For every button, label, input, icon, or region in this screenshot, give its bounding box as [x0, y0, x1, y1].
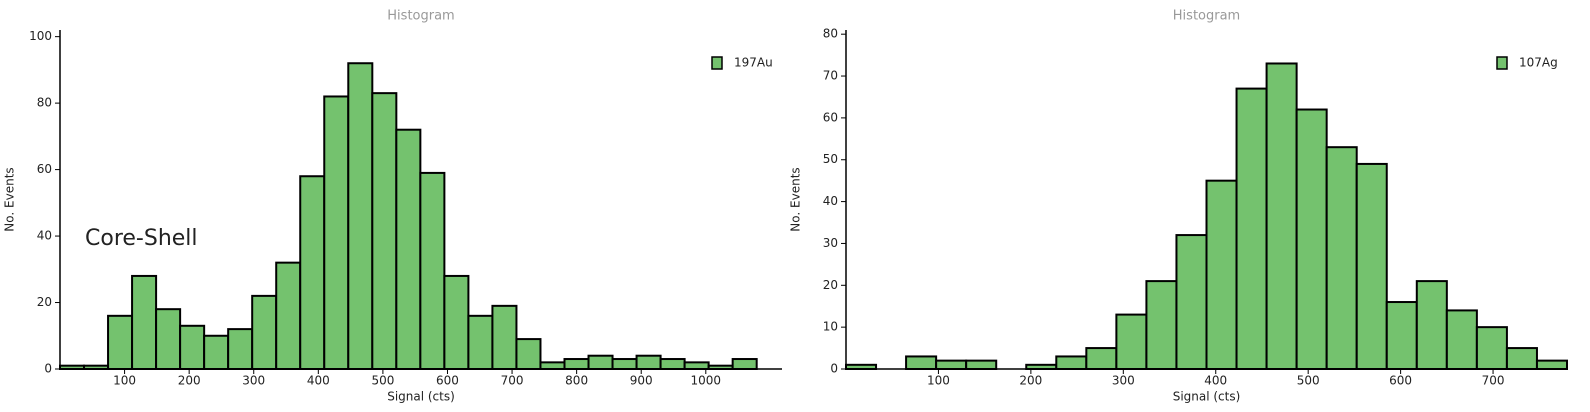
y-tick-label: 20 [37, 295, 52, 309]
bar [1265, 62, 1298, 371]
x-axis-label: Signal (cts) [387, 390, 455, 404]
x-tick-label: 800 [565, 374, 588, 388]
x-tick-label: 100 [113, 374, 136, 388]
legend-label: 197Au [734, 56, 773, 70]
x-tick-label: 400 [1204, 374, 1227, 388]
bar [515, 338, 542, 370]
bar [419, 171, 446, 370]
y-tick-label: 40 [823, 194, 838, 208]
x-tick-label: 600 [436, 374, 459, 388]
bar [203, 334, 230, 371]
y-tick-label: 100 [29, 29, 52, 43]
x-tick-label: 700 [1482, 374, 1505, 388]
chart-title: Histogram [1173, 9, 1240, 24]
bar [1325, 146, 1358, 370]
bar [131, 274, 158, 370]
bar [1355, 162, 1388, 370]
bar [347, 62, 374, 371]
bar [227, 328, 254, 370]
bar [1475, 326, 1508, 371]
bar [1505, 347, 1538, 370]
bar [1115, 313, 1148, 370]
bar [683, 361, 710, 370]
x-tick-label: 500 [371, 374, 394, 388]
bar [563, 358, 590, 371]
x-tick-label: 900 [630, 374, 653, 388]
x-tick-label: 300 [1112, 374, 1135, 388]
x-tick-label: 700 [501, 374, 524, 388]
bar [587, 354, 614, 370]
x-tick-label: 600 [1389, 374, 1412, 388]
bar [179, 324, 206, 371]
bar [107, 314, 134, 370]
y-tick-label: 30 [823, 236, 838, 250]
x-tick-label: 200 [1019, 374, 1042, 388]
bar [1205, 179, 1238, 370]
bar [635, 354, 662, 370]
x-tick-label: 200 [178, 374, 201, 388]
bar [611, 358, 638, 371]
legend-swatch [711, 56, 723, 70]
y-tick-label: 50 [823, 152, 838, 166]
bar [1535, 359, 1569, 371]
bar [935, 359, 968, 371]
x-tick-label: 100 [927, 374, 950, 388]
legend-swatch [1496, 56, 1508, 70]
bar [1055, 355, 1088, 371]
y-axis-label: No. Events [789, 167, 803, 231]
bar [275, 261, 302, 371]
bar [731, 358, 758, 371]
y-tick-label: 0 [44, 362, 52, 376]
bar [1415, 280, 1448, 370]
y-axis-label: No. Events [3, 167, 17, 231]
bar [155, 308, 182, 371]
y-tick-label: 80 [823, 27, 838, 41]
y-tick-label: 80 [37, 96, 52, 110]
y-tick-label: 60 [823, 110, 838, 124]
y-tick-label: 0 [830, 362, 838, 376]
bar [1085, 347, 1118, 370]
x-tick-label: 1000 [691, 374, 722, 388]
y-tick-label: 60 [37, 162, 52, 176]
bar [1445, 309, 1478, 371]
y-tick-label: 20 [823, 278, 838, 292]
annotation: Core-Shell [85, 226, 198, 251]
bar [905, 355, 938, 371]
bar [1175, 234, 1208, 370]
bar [659, 358, 686, 371]
y-tick-label: 10 [823, 320, 838, 334]
bar [395, 128, 422, 370]
x-tick-label: 500 [1297, 374, 1320, 388]
bar [299, 175, 326, 370]
bar [539, 361, 566, 370]
bar [1145, 280, 1178, 370]
x-tick-label: 400 [307, 374, 330, 388]
bar [1295, 108, 1328, 370]
bar [251, 294, 278, 370]
bar [323, 95, 350, 371]
legend-label: 107Ag [1519, 56, 1558, 70]
x-axis-label: Signal (cts) [1173, 390, 1241, 404]
x-tick-label: 300 [242, 374, 265, 388]
y-tick-label: 40 [37, 229, 52, 243]
bar [491, 304, 518, 370]
bar [443, 274, 470, 370]
bar [1385, 301, 1418, 371]
bar [965, 359, 998, 371]
bar [1235, 87, 1268, 370]
bar [371, 92, 398, 370]
chart-title: Histogram [387, 9, 454, 24]
y-tick-label: 70 [823, 69, 838, 83]
bar [467, 314, 494, 370]
